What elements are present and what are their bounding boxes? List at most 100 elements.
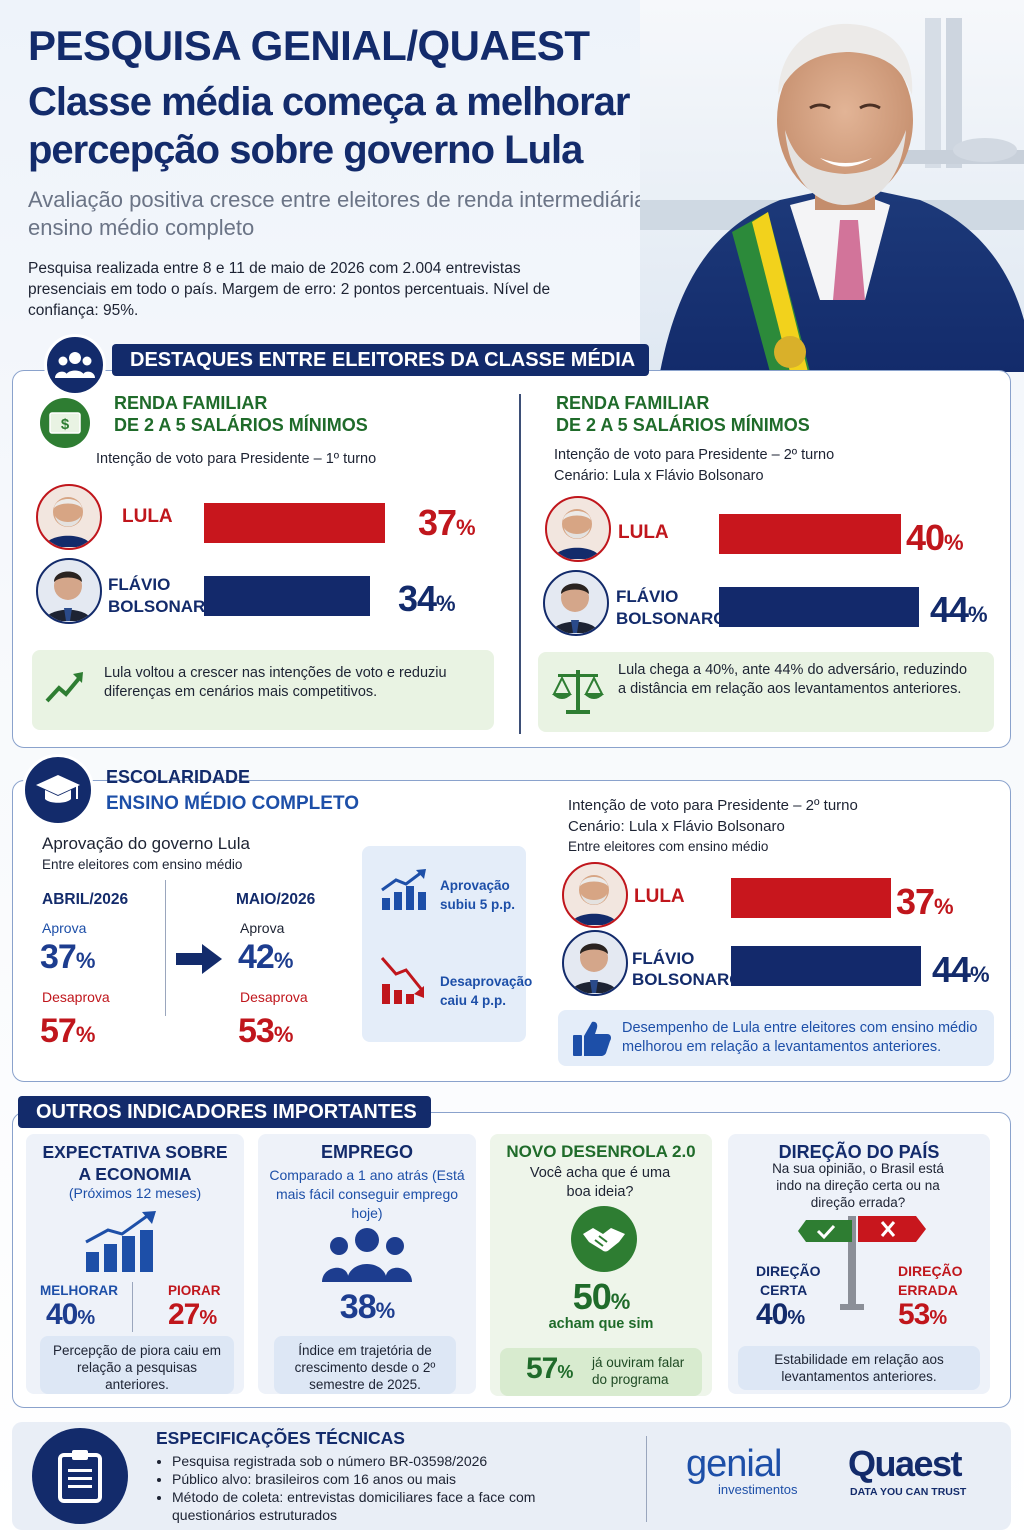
flavio-avatar-edu — [562, 930, 628, 996]
economy-worse-value: 27% — [168, 1298, 217, 1331]
lula-pct-r2: 40% — [906, 517, 964, 558]
trend-down-text: Desaprovação caiu 4 p.p. — [440, 974, 533, 1008]
growth-chart-icon — [82, 1210, 162, 1279]
income-title-line-2: DE 2 A 5 SALÁRIOS MÍNIMOS — [114, 415, 368, 435]
lula-label-r1: LULA — [122, 506, 173, 527]
flavio-pct-edu: 44% — [932, 949, 990, 990]
desenrola-caption: acham que sim — [548, 1316, 654, 1332]
flavio-label-line1-edu: FLÁVIO — [632, 949, 695, 968]
flavio-avatar-r2 — [543, 570, 609, 636]
flavio-label-line2-r1: BOLSONARO — [108, 597, 219, 616]
r1-note: Lula voltou a crescer nas intenções de v… — [104, 665, 447, 700]
april-disapprove-value: 57% — [40, 1012, 95, 1050]
economy-better-label: MELHORAR — [40, 1283, 118, 1298]
april-approve-label: Aprova — [42, 920, 87, 936]
edu-note-box — [558, 1010, 994, 1066]
economy-better-value: 40% — [46, 1298, 95, 1331]
may-approve-value: 42% — [238, 938, 293, 976]
footer-divider — [646, 1436, 647, 1522]
flavio-pct-r2: 44% — [930, 589, 988, 630]
direction-wrong-label-1: DIREÇÃO — [898, 1263, 963, 1279]
flavio-label-line2-edu: BOLSONARO — [632, 970, 743, 989]
lula-bar-edu — [731, 878, 891, 918]
genial-logo: genial — [686, 1443, 782, 1485]
employment-note: Índice em trajetória de crescimento desd… — [294, 1343, 436, 1392]
handshake-icon — [571, 1206, 637, 1272]
lula-pct-edu: 37% — [896, 881, 954, 922]
svg-text:$: $ — [61, 416, 70, 433]
flavio-pct-r1: 34% — [398, 578, 456, 619]
lula-label-r2: LULA — [618, 522, 669, 543]
may-disapprove-value: 53% — [238, 1012, 293, 1050]
graduation-cap-icon — [22, 754, 94, 826]
economy-note-box — [40, 1336, 234, 1394]
employment-title: EMPREGO — [320, 1142, 413, 1162]
clipboard-icon — [32, 1428, 128, 1524]
economy-title-2: A ECONOMIA — [78, 1164, 192, 1184]
bar-chart-up-icon — [380, 868, 428, 917]
money-icon: $ — [40, 398, 90, 448]
flavio-label-line1-r1: FLÁVIO — [108, 575, 171, 594]
r1-note-box — [32, 650, 494, 730]
specs-title: ESPECIFICAÇÕES TÉCNICAS — [156, 1428, 405, 1448]
desenrola-heard-caption: já ouviram falar do programa — [592, 1355, 685, 1387]
lula-label-edu: LULA — [634, 886, 685, 907]
scenario-subtitle: Cenário: Lula x Flávio Bolsonaro — [554, 468, 764, 484]
may-disapprove-label: Desaprova — [240, 989, 308, 1005]
economy-worse-label: PIORAR — [168, 1283, 221, 1298]
employment-note-box — [274, 1336, 456, 1394]
approval-divider — [165, 880, 166, 1016]
direction-note: Estabilidade em relação aos levantamento… — [774, 1352, 944, 1384]
employment-subtitle: Comparado a 1 ano atrás (Está mais fácil… — [269, 1167, 465, 1221]
direction-wrong-value: 53% — [898, 1298, 947, 1331]
r2-note: Lula chega a 40%, ante 44% do adversário… — [618, 662, 968, 697]
r2-note-box — [538, 652, 994, 732]
trend-up-icon — [44, 666, 86, 711]
income-title-line-2-r2: DE 2 A 5 SALÁRIOS MÍNIMOS — [556, 415, 810, 435]
approval-title: Aprovação do governo Lula — [42, 834, 250, 853]
first-round-subtitle: Intenção de voto para Presidente – 1º tu… — [96, 451, 377, 467]
people-group-icon — [322, 1226, 412, 1287]
edu-note: Desempenho de Lula entre eleitores com e… — [622, 1020, 978, 1055]
flavio-bar-r1 — [204, 576, 370, 616]
april-label: ABRIL/2026 — [42, 891, 129, 908]
thumbs-up-icon — [572, 1018, 612, 1063]
quaest-logo: Quaest — [848, 1443, 963, 1484]
arrow-right-icon — [176, 942, 224, 981]
income-title-line-1-r2: RENDA FAMILIAR — [556, 393, 710, 413]
direction-note-box — [738, 1346, 980, 1390]
desenrola-heard-value: 57% — [526, 1352, 573, 1385]
specs-item: Método de coleta: entrevistas domiciliar… — [172, 1488, 572, 1524]
may-approve-label: Aprova — [240, 920, 285, 936]
direction-wrong-label-2: ERRADA — [898, 1282, 958, 1298]
middle-class-banner: DESTAQUES ENTRE ELEITORES DA CLASSE MÉDI… — [112, 344, 650, 376]
direction-right-label-1: DIREÇÃO — [756, 1263, 821, 1279]
economy-divider — [132, 1282, 133, 1332]
trend-box — [362, 846, 526, 1042]
income-title-line-1: RENDA FAMILIAR — [114, 393, 268, 413]
direction-signpost-icon — [798, 1212, 928, 1317]
lula-bar-r1 — [204, 503, 385, 543]
flavio-label-line2-r2: BOLSONARO — [616, 609, 727, 628]
quaest-logo-sub: DATA YOU CAN TRUST — [850, 1486, 967, 1498]
edu-vote-title-2: Cenário: Lula x Flávio Bolsonaro — [568, 818, 785, 835]
education-title-line-1: ESCOLARIDADE — [106, 767, 251, 787]
direction-right-label-2: CERTA — [760, 1282, 808, 1298]
specs-item: Público alvo: brasileiros com 16 anos ou… — [172, 1470, 572, 1488]
second-round-subtitle: Intenção de voto para Presidente – 2º tu… — [554, 447, 835, 463]
lula-avatar — [36, 484, 102, 550]
bar-chart-down-icon — [380, 954, 428, 1013]
methodology-text: Pesquisa realizada entre 8 e 11 de maio … — [28, 260, 551, 319]
economy-title-1: EXPECTATIVA SOBRE — [42, 1142, 228, 1162]
desenrola-title: NOVO DESENROLA 2.0 — [506, 1142, 696, 1161]
specs-panel — [12, 1422, 1011, 1530]
title-line-2: Classe média começa a melhorar percepção… — [28, 80, 630, 172]
desenrola-note-box — [500, 1348, 702, 1396]
economy-subtitle: (Próximos 12 meses) — [68, 1185, 202, 1201]
scale-icon — [550, 664, 606, 723]
lula-avatar-r2 — [545, 496, 611, 562]
indicators-banner: OUTROS INDICADORES IMPORTANTES — [18, 1096, 431, 1128]
economy-note: Percepção de piora caiu em relação a pes… — [52, 1343, 222, 1392]
desenrola-question: Você acha que é uma boa ideia? — [529, 1165, 671, 1200]
subtitle: Avaliação positiva cresce entre eleitore… — [28, 187, 665, 240]
